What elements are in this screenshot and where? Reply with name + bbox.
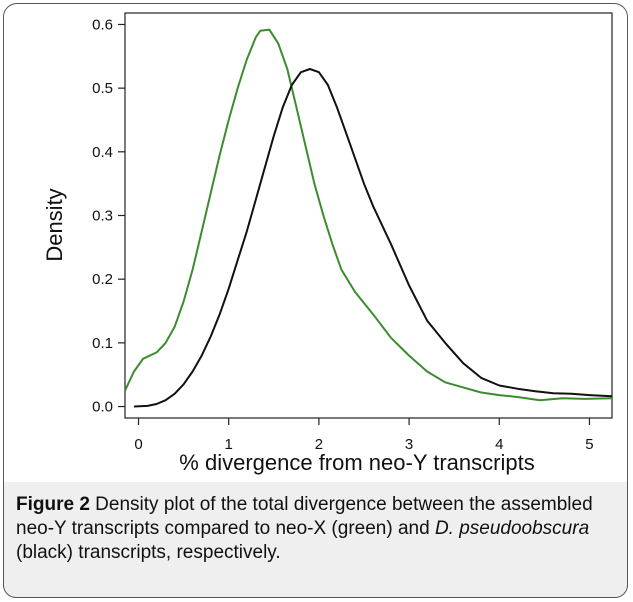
y-tick-label: 0.6 <box>92 16 113 33</box>
chart-series <box>124 28 613 408</box>
y-tick-label: 0.3 <box>92 208 113 225</box>
x-axis-title: % divergence from neo-Y transcripts <box>179 450 534 475</box>
figure-caption: Figure 2 Density plot of the total diver… <box>16 493 616 565</box>
caption-text-2: (black) transcripts, respectively. <box>16 542 281 563</box>
x-tick-label: 3 <box>405 436 413 453</box>
y-tick-label: 0.0 <box>92 399 113 416</box>
y-tick-label: 0.2 <box>92 271 113 288</box>
x-tick-label: 5 <box>585 436 593 453</box>
plot-box <box>124 12 613 419</box>
x-tick-label: 2 <box>315 436 323 453</box>
series-line-2 <box>133 68 613 408</box>
x-tick-label: 4 <box>495 436 503 453</box>
series-line-1 <box>124 28 613 402</box>
y-tick-label: 0.1 <box>92 335 113 352</box>
caption-panel <box>3 482 628 598</box>
x-tick-label: 1 <box>225 436 233 453</box>
caption-label: Figure 2 <box>16 494 90 515</box>
y-tick-label: 0.4 <box>92 144 113 161</box>
chart-axes: 0.0 0.1 0.2 0.3 0.4 0.5 0.6 0 1 2 3 4 5 <box>92 12 613 453</box>
y-axis-title: Density <box>42 188 67 261</box>
x-tick-label: 0 <box>134 436 142 453</box>
y-tick-label: 0.5 <box>92 80 113 97</box>
caption-species: D. pseudoobscura <box>434 518 590 539</box>
caption-text-1: Density plot of the total divergence bet… <box>16 494 593 539</box>
